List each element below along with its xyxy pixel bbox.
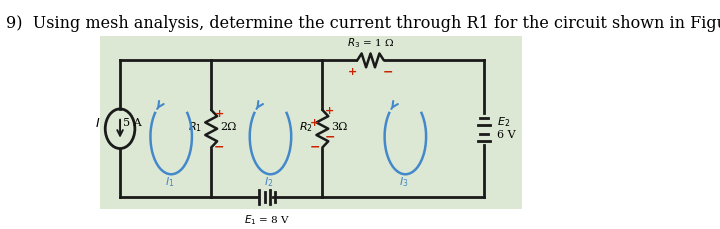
Text: 5 A: 5 A xyxy=(123,117,142,127)
Text: +: + xyxy=(215,108,224,118)
Text: $R_3$ = 1 Ω: $R_3$ = 1 Ω xyxy=(347,36,394,50)
Text: $E_1$ = 8 V: $E_1$ = 8 V xyxy=(244,212,291,226)
Text: $E_2$: $E_2$ xyxy=(498,114,510,128)
Text: −: − xyxy=(325,130,335,142)
Text: $I_1$: $I_1$ xyxy=(165,174,174,188)
Text: +: + xyxy=(325,105,334,115)
Text: +: + xyxy=(310,117,320,127)
Text: $R_1$: $R_1$ xyxy=(188,119,202,133)
Text: 3Ω: 3Ω xyxy=(331,121,348,131)
Text: $I$: $I$ xyxy=(95,117,101,130)
Text: 9)  Using mesh analysis, determine the current through R1 for the circuit shown : 9) Using mesh analysis, determine the cu… xyxy=(6,15,720,32)
FancyBboxPatch shape xyxy=(100,36,523,209)
Text: 2Ω: 2Ω xyxy=(220,121,236,131)
Text: +: + xyxy=(348,67,357,77)
Text: −: − xyxy=(214,139,225,152)
Text: 6 V: 6 V xyxy=(498,129,516,139)
Text: $I_2$: $I_2$ xyxy=(264,174,274,188)
Text: $R_2$: $R_2$ xyxy=(299,119,313,133)
Text: −: − xyxy=(310,139,320,152)
Text: −: − xyxy=(383,65,394,79)
Text: $I_3$: $I_3$ xyxy=(399,174,409,188)
